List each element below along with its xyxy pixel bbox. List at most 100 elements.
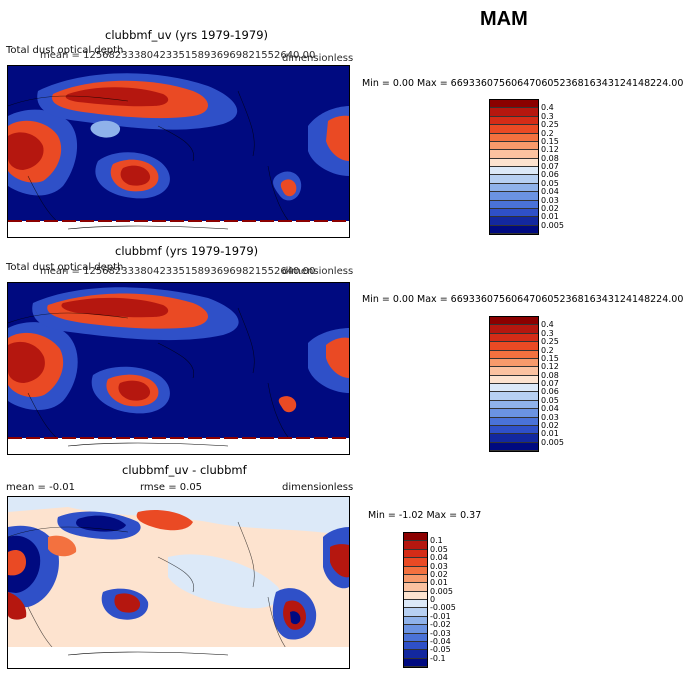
- colorbar-swatch: [490, 409, 538, 418]
- colorbar-swatch: [490, 116, 538, 126]
- colorbar-swatch: [404, 549, 427, 559]
- colorbar-swatch: [490, 333, 538, 343]
- colorbar-swatch: [490, 400, 538, 410]
- colorbar-swatch: [490, 367, 538, 376]
- colorbar-label: 0.01: [430, 578, 448, 588]
- colorbar-label: 0.15: [541, 353, 559, 363]
- colorbar-label: 0.2: [541, 345, 554, 355]
- colorbar-swatch: [490, 325, 538, 334]
- colorbar-label: -0.01: [430, 611, 451, 621]
- colorbar-swatch: [404, 533, 427, 542]
- panel-2-mean: mean = 125682333804233515893696982155264…: [40, 266, 316, 277]
- colorbar-swatch: [404, 583, 427, 592]
- colorbar-label: -0.02: [430, 620, 451, 630]
- colorbar-swatch: [490, 442, 538, 451]
- colorbar-swatch: [404, 566, 427, 575]
- colorbar-label: 0.06: [541, 387, 559, 397]
- colorbar-swatch: [404, 608, 427, 617]
- colorbar-label: 0.25: [541, 120, 559, 130]
- colorbar-swatch: [490, 317, 538, 326]
- panel-2-units: dimensionless: [282, 266, 354, 277]
- colorbar-swatch: [490, 217, 538, 226]
- panel-1-minmax: Min = 0.00 Max = 66933607560647060523681…: [362, 78, 684, 89]
- colorbar-swatch: [490, 192, 538, 201]
- colorbar-label: 0.06: [541, 170, 559, 180]
- colorbar-swatch: [404, 616, 427, 626]
- colorbar-label: -0.05: [430, 645, 451, 655]
- colorbar-label: 0.005: [430, 586, 453, 596]
- colorbar-label: 0.4: [541, 103, 554, 113]
- colorbar-swatch: [490, 167, 538, 176]
- colorbar-swatch: [490, 417, 538, 426]
- colorbar-swatch: [490, 384, 538, 393]
- panel-1-mean: mean = 125682333804233515893696982155264…: [40, 50, 316, 61]
- panel-2-minmax: Min = 0.00 Max = 66933607560647060523681…: [362, 294, 684, 305]
- colorbar-label: 0.05: [541, 178, 559, 188]
- colorbar-label: 0.04: [541, 187, 559, 197]
- colorbar-label: 0.03: [541, 412, 559, 422]
- colorbar-swatch: [404, 641, 427, 651]
- panel-1-title: clubbmf_uv (yrs 1979-1979): [105, 28, 268, 42]
- colorbar-label: 0.1: [430, 536, 443, 546]
- season-title: MAM: [480, 8, 528, 30]
- colorbar-swatch: [490, 350, 538, 359]
- colorbar-label: 0.2: [541, 128, 554, 138]
- colorbar-swatch: [404, 541, 427, 550]
- colorbar-label: 0.01: [541, 429, 559, 439]
- panel-1-variable-label: Total dust optical depth: [6, 45, 124, 56]
- colorbar-label: 0.04: [430, 553, 448, 563]
- colorbar-label: 0.02: [430, 569, 448, 579]
- panel-2-map: [7, 282, 350, 455]
- colorbar-label: 0.005: [541, 437, 564, 447]
- colorbar-swatch: [490, 200, 538, 209]
- colorbar-label: 0.04: [541, 404, 559, 414]
- colorbar-label: 0.12: [541, 362, 559, 372]
- colorbar-label: 0.05: [541, 395, 559, 405]
- colorbar-swatch: [490, 125, 538, 134]
- colorbar-label: 0.3: [541, 111, 554, 121]
- colorbar-label: 0.02: [541, 420, 559, 430]
- panel-2-colorbar: 0.4 0.3 0.25 0.2 0.15 0.12 0.08 0.07 0.06 0.05 0.0…: [489, 316, 564, 452]
- panel-2-variable-label: Total dust optical depth: [6, 262, 124, 273]
- colorbar-swatch: [490, 225, 538, 234]
- panel-3-mean: mean = -0.01: [6, 482, 75, 493]
- colorbar-label: 0.15: [541, 136, 559, 146]
- colorbar-swatch: [490, 375, 538, 384]
- colorbar-swatch: [490, 208, 538, 218]
- colorbar-swatch: [490, 392, 538, 401]
- colorbar-label: -0.005: [430, 603, 456, 613]
- colorbar-swatch: [404, 558, 427, 567]
- colorbar-label: -0.03: [430, 628, 451, 638]
- colorbar-swatch: [490, 133, 538, 142]
- colorbar-swatch: [404, 658, 427, 667]
- panel-3-map: [7, 496, 350, 669]
- colorbar-swatch: [490, 175, 538, 184]
- colorbar-swatch: [490, 158, 538, 167]
- colorbar-label: 0.05: [430, 544, 448, 554]
- colorbar-label: 0.01: [541, 212, 559, 222]
- colorbar-swatch: [490, 108, 538, 117]
- panel-3-units: dimensionless: [282, 482, 354, 493]
- colorbar-swatch: [490, 183, 538, 193]
- colorbar-label: 0.25: [541, 337, 559, 347]
- panel-1-units: dimensionless: [282, 53, 354, 64]
- colorbar-swatch: [490, 141, 538, 151]
- colorbar-swatch: [404, 633, 427, 642]
- panel-1-colorbar: 0.4 0.3 0.25 0.2 0.15 0.12 0.08 0.07 0.06 0.05 0.0…: [489, 99, 564, 235]
- colorbar-swatch: [404, 574, 427, 584]
- panel-3-title: clubbmf_uv - clubbmf: [122, 463, 247, 477]
- panel-3-rmse: rmse = 0.05: [140, 482, 203, 493]
- colorbar-label: 0.12: [541, 145, 559, 155]
- colorbar-label: 0.03: [541, 195, 559, 205]
- colorbar-swatch: [404, 650, 427, 659]
- colorbar-swatch: [490, 342, 538, 351]
- colorbar-swatch: [404, 591, 427, 600]
- colorbar-label: 0.3: [541, 328, 554, 338]
- colorbar-label: 0.4: [541, 320, 554, 330]
- panel-1-map: [7, 65, 350, 238]
- colorbar-swatch: [404, 600, 427, 609]
- colorbar-label: 0.005: [541, 220, 564, 230]
- colorbar-label: 0.02: [541, 203, 559, 213]
- colorbar-label: 0: [430, 595, 436, 604]
- colorbar-swatch: [490, 100, 538, 109]
